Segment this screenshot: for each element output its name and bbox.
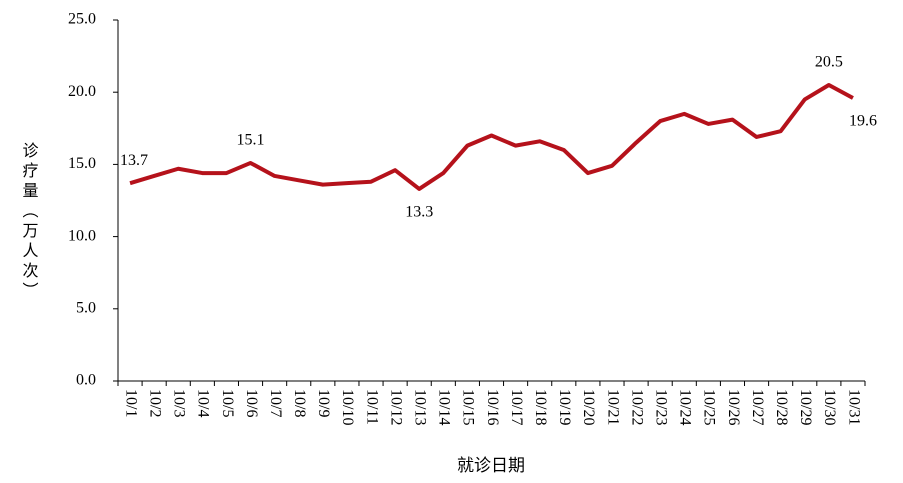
data-label: 15.1 bbox=[237, 132, 265, 149]
x-tick-label: 10/5 bbox=[219, 389, 236, 417]
y-tick-label: 0.0 bbox=[76, 372, 96, 389]
x-tick-label: 10/14 bbox=[436, 389, 453, 425]
x-tick-label: 10/24 bbox=[677, 389, 694, 425]
y-axis-label: 诊疗量（万人次） bbox=[20, 142, 39, 302]
x-tick-label: 10/27 bbox=[749, 389, 766, 425]
x-tick-label: 10/20 bbox=[580, 389, 597, 425]
x-tick-label: 10/12 bbox=[387, 389, 404, 425]
y-tick-label: 15.0 bbox=[68, 155, 96, 172]
x-tick-label: 10/10 bbox=[339, 389, 356, 425]
x-tick-label: 10/1 bbox=[122, 389, 139, 417]
x-tick-label: 10/16 bbox=[484, 389, 501, 425]
x-tick-label: 10/9 bbox=[315, 389, 332, 417]
x-tick-label: 10/31 bbox=[845, 389, 862, 425]
x-tick-label: 10/18 bbox=[532, 389, 549, 425]
x-tick-label: 10/19 bbox=[556, 389, 573, 425]
data-label: 13.3 bbox=[405, 204, 433, 221]
y-tick-label: 10.0 bbox=[68, 227, 96, 244]
x-axis-label: 就诊日期 bbox=[457, 456, 525, 476]
x-tick-label: 10/7 bbox=[267, 389, 284, 417]
x-tick-label: 10/2 bbox=[146, 389, 163, 417]
y-tick-label: 5.0 bbox=[76, 299, 96, 316]
x-tick-label: 10/17 bbox=[508, 389, 525, 425]
x-tick-label: 10/23 bbox=[653, 389, 670, 425]
x-tick-label: 10/15 bbox=[460, 389, 477, 425]
x-tick-label: 10/11 bbox=[363, 389, 380, 425]
x-tick-label: 10/22 bbox=[628, 389, 645, 425]
data-label: 19.6 bbox=[849, 113, 877, 130]
data-label: 13.7 bbox=[120, 152, 148, 169]
x-tick-label: 10/29 bbox=[797, 389, 814, 425]
x-tick-label: 10/6 bbox=[243, 389, 260, 417]
data-label: 20.5 bbox=[815, 54, 843, 71]
x-tick-label: 10/4 bbox=[195, 389, 212, 417]
x-tick-label: 10/13 bbox=[412, 389, 429, 425]
x-tick-label: 10/25 bbox=[701, 389, 718, 425]
y-tick-label: 20.0 bbox=[68, 83, 96, 100]
line-series bbox=[129, 82, 854, 191]
x-tick-label: 10/30 bbox=[821, 389, 838, 425]
x-tick-label: 10/3 bbox=[171, 389, 188, 417]
x-tick-label: 10/21 bbox=[604, 389, 621, 425]
x-tick-label: 10/28 bbox=[773, 389, 790, 425]
y-tick-label: 25.0 bbox=[68, 11, 96, 28]
x-tick-label: 10/8 bbox=[291, 389, 308, 417]
x-tick-label: 10/26 bbox=[725, 389, 742, 425]
